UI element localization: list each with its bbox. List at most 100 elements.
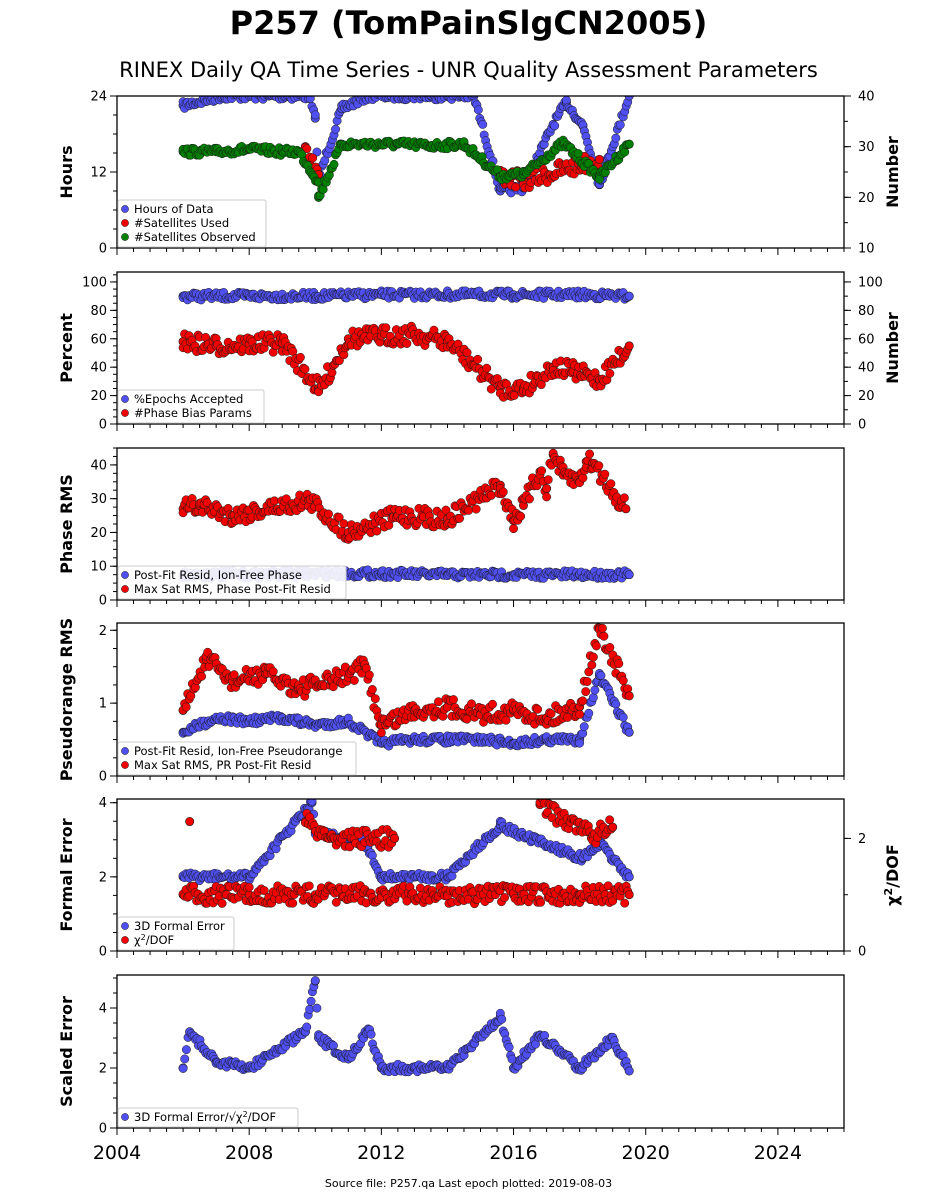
legend-marker: [121, 922, 129, 930]
data-point: [365, 96, 371, 97]
legend-marker: [121, 395, 129, 403]
data-point: [579, 722, 589, 732]
data-point: [581, 687, 591, 697]
data-point: [498, 487, 508, 497]
data-point: [516, 511, 526, 521]
legend-marker: [121, 936, 129, 944]
y-tick-label: 0: [99, 770, 107, 785]
data-point: [329, 159, 339, 169]
data-point: [381, 323, 391, 333]
y-right-tick-label: 80: [858, 304, 875, 319]
legend-label: Max Sat RMS, Phase Post-Fit Resid: [134, 582, 331, 596]
y-right-tick-label: 20: [858, 191, 875, 206]
y-tick-label: 80: [90, 304, 107, 319]
data-point: [390, 833, 400, 843]
data-point: [537, 466, 547, 476]
legend: Post-Fit Resid, Ion-Free PseudorangeMax …: [117, 741, 357, 776]
series-1: [178, 668, 634, 751]
data-point: [331, 124, 340, 134]
data-layer: [178, 623, 634, 751]
legend-label: %Epochs Accepted: [134, 392, 243, 406]
data-point: [624, 570, 634, 580]
data-point: [288, 898, 298, 908]
data-point: [624, 872, 634, 882]
y-axis-label: Hours: [57, 145, 76, 198]
panel-3: 0 10 20 30 40 Phase RMS Post-Fit Resid, Ion-Fr…: [57, 447, 845, 609]
data-point: [306, 996, 316, 1006]
data-point: [300, 364, 310, 374]
y-axis-label: Pseudorange RMS: [57, 618, 76, 781]
y-tick-label: 4: [99, 1002, 107, 1017]
data-point: [611, 699, 621, 709]
data-point: [466, 96, 473, 97]
data-point: [599, 631, 609, 641]
data-point: [575, 709, 585, 719]
data-point: [366, 1029, 376, 1039]
data-point: [582, 677, 592, 686]
data-point: [542, 492, 552, 502]
data-point: [561, 96, 571, 105]
panel-4: 0 1 2 Pseudorange RMS Post-Fit Resid, Ion-Fr…: [57, 618, 845, 785]
data-point: [180, 1054, 190, 1064]
data-point: [596, 670, 606, 680]
data-point: [540, 1031, 550, 1040]
y-tick-label: 0: [99, 594, 107, 609]
y-right-tick-label: 20: [858, 389, 875, 404]
data-point: [594, 461, 604, 471]
data-layer: [178, 96, 634, 202]
data-point: [608, 822, 618, 832]
y-right-tick-label: 100: [858, 275, 883, 290]
data-point: [486, 490, 496, 500]
data-point: [415, 883, 425, 893]
data-point: [372, 526, 382, 536]
data-layer: [178, 799, 634, 909]
series-2: [178, 623, 634, 738]
data-point: [624, 890, 634, 900]
legend-label: #Phase Bias Params: [134, 406, 252, 420]
data-point: [327, 368, 337, 378]
plot-frame: [116, 622, 845, 777]
data-point: [591, 641, 601, 651]
y-right-tick-label: 0: [858, 418, 866, 433]
plot-frame: [116, 271, 845, 425]
legend-label: Hours of Data: [134, 202, 214, 216]
x-tick-label: 2008: [225, 1142, 273, 1164]
legend-label: #Satellites Used: [134, 216, 229, 230]
plot-frame: [116, 974, 845, 1129]
data-point: [511, 182, 521, 192]
y-tick-label: 60: [90, 332, 107, 347]
data-point: [367, 851, 377, 860]
data-point: [433, 697, 443, 707]
y-tick-label: 12: [90, 166, 107, 181]
panel-2: 0 20 40 60 80 100 0 20 40 60 80 100 Percent Number %Ep…: [57, 271, 902, 433]
y-tick-label: 0: [99, 242, 107, 257]
data-point: [543, 475, 553, 485]
data-point: [611, 133, 621, 143]
data-point: [244, 882, 254, 892]
legend-marker: [121, 219, 129, 227]
x-tick-label: 2004: [93, 1142, 141, 1164]
data-point: [605, 643, 615, 652]
x-tick-label: 2016: [489, 1142, 537, 1164]
x-tick-label: 2020: [622, 1142, 670, 1164]
data-point: [573, 149, 583, 159]
data-point: [584, 708, 594, 718]
legend: Hours of Data#Satellites Used#Satellites…: [117, 199, 267, 248]
y-axis-label: Phase RMS: [57, 474, 76, 574]
y-tick-label: 2: [99, 870, 107, 885]
data-point: [185, 817, 195, 827]
data-point: [295, 352, 305, 362]
data-point: [500, 893, 509, 903]
data-point: [621, 504, 631, 514]
data-point: [501, 715, 511, 725]
data-point: [594, 154, 604, 164]
data-point: [471, 504, 481, 514]
data-point: [455, 513, 464, 523]
legend-marker: [121, 409, 129, 417]
data-point: [588, 693, 598, 702]
y-right-tick-label: 40: [858, 361, 875, 376]
